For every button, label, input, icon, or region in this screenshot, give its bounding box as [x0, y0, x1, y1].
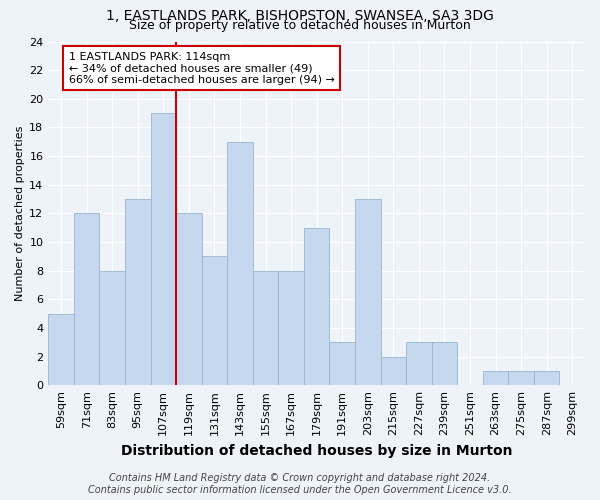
Bar: [406, 342, 431, 385]
Bar: [125, 199, 151, 385]
Bar: [278, 270, 304, 385]
Bar: [48, 314, 74, 385]
Bar: [508, 371, 534, 385]
Bar: [534, 371, 559, 385]
Bar: [329, 342, 355, 385]
Bar: [202, 256, 227, 385]
Bar: [74, 214, 100, 385]
Bar: [176, 214, 202, 385]
X-axis label: Distribution of detached houses by size in Murton: Distribution of detached houses by size …: [121, 444, 512, 458]
Bar: [253, 270, 278, 385]
Bar: [304, 228, 329, 385]
Bar: [355, 199, 380, 385]
Bar: [227, 142, 253, 385]
Bar: [100, 270, 125, 385]
Bar: [431, 342, 457, 385]
Bar: [151, 113, 176, 385]
Bar: [380, 356, 406, 385]
Y-axis label: Number of detached properties: Number of detached properties: [15, 126, 25, 301]
Text: 1, EASTLANDS PARK, BISHOPSTON, SWANSEA, SA3 3DG: 1, EASTLANDS PARK, BISHOPSTON, SWANSEA, …: [106, 9, 494, 23]
Text: 1 EASTLANDS PARK: 114sqm
← 34% of detached houses are smaller (49)
66% of semi-d: 1 EASTLANDS PARK: 114sqm ← 34% of detach…: [69, 52, 335, 84]
Text: Contains HM Land Registry data © Crown copyright and database right 2024.
Contai: Contains HM Land Registry data © Crown c…: [88, 474, 512, 495]
Text: Size of property relative to detached houses in Murton: Size of property relative to detached ho…: [129, 19, 471, 32]
Bar: [483, 371, 508, 385]
